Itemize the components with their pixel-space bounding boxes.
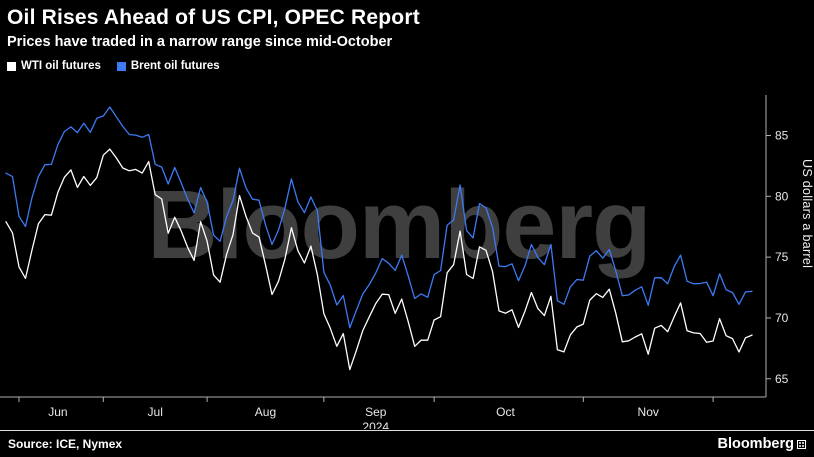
svg-text:Aug: Aug <box>255 405 276 419</box>
y-axis-title: US dollars a barrel <box>800 159 814 269</box>
chart-region: Bloomberg 65 70 75 80 85 Jun Jul Aug Sep Oct Nov 20… <box>0 73 814 430</box>
bloomberg-logo: Bloomberg <box>717 436 806 452</box>
bloomberg-wordmark: Bloomberg <box>717 436 794 452</box>
svg-text:85: 85 <box>775 128 789 142</box>
price-line-chart: 65 70 75 80 85 Jun Jul Aug Sep Oct Nov 2024 <box>0 95 789 429</box>
svg-text:Jul: Jul <box>148 405 163 419</box>
legend: WTI oil futures Brent oil futures <box>7 59 806 73</box>
chart-header: Oil Rises Ahead of US CPI, OPEC Report P… <box>0 0 814 73</box>
svg-text:Jun: Jun <box>48 405 67 419</box>
svg-text:65: 65 <box>775 372 789 386</box>
svg-text:70: 70 <box>775 311 789 325</box>
legend-item-brent: Brent oil futures <box>116 60 220 72</box>
svg-text:Oct: Oct <box>496 405 515 419</box>
brent-swatch-icon <box>116 61 126 71</box>
svg-text:80: 80 <box>775 189 789 203</box>
legend-item-wti: WTI oil futures <box>7 60 101 72</box>
svg-text:Sep: Sep <box>365 405 387 419</box>
svg-text:75: 75 <box>775 250 789 264</box>
legend-label-brent: Brent oil futures <box>130 60 220 72</box>
svg-text:2024: 2024 <box>362 420 389 429</box>
footer: Source: ICE, Nymex Bloomberg <box>0 430 814 457</box>
wti-swatch-icon <box>7 61 16 71</box>
svg-text:Nov: Nov <box>638 405 659 419</box>
page-subtitle: Prices have traded in a narrow range sin… <box>7 34 393 50</box>
bloomberg-logo-mark-icon <box>797 439 806 449</box>
source-text: Source: ICE, Nymex <box>8 437 123 451</box>
page-title: Oil Rises Ahead of US CPI, OPEC Report <box>7 6 420 29</box>
legend-label-wti: WTI oil futures <box>21 60 101 72</box>
